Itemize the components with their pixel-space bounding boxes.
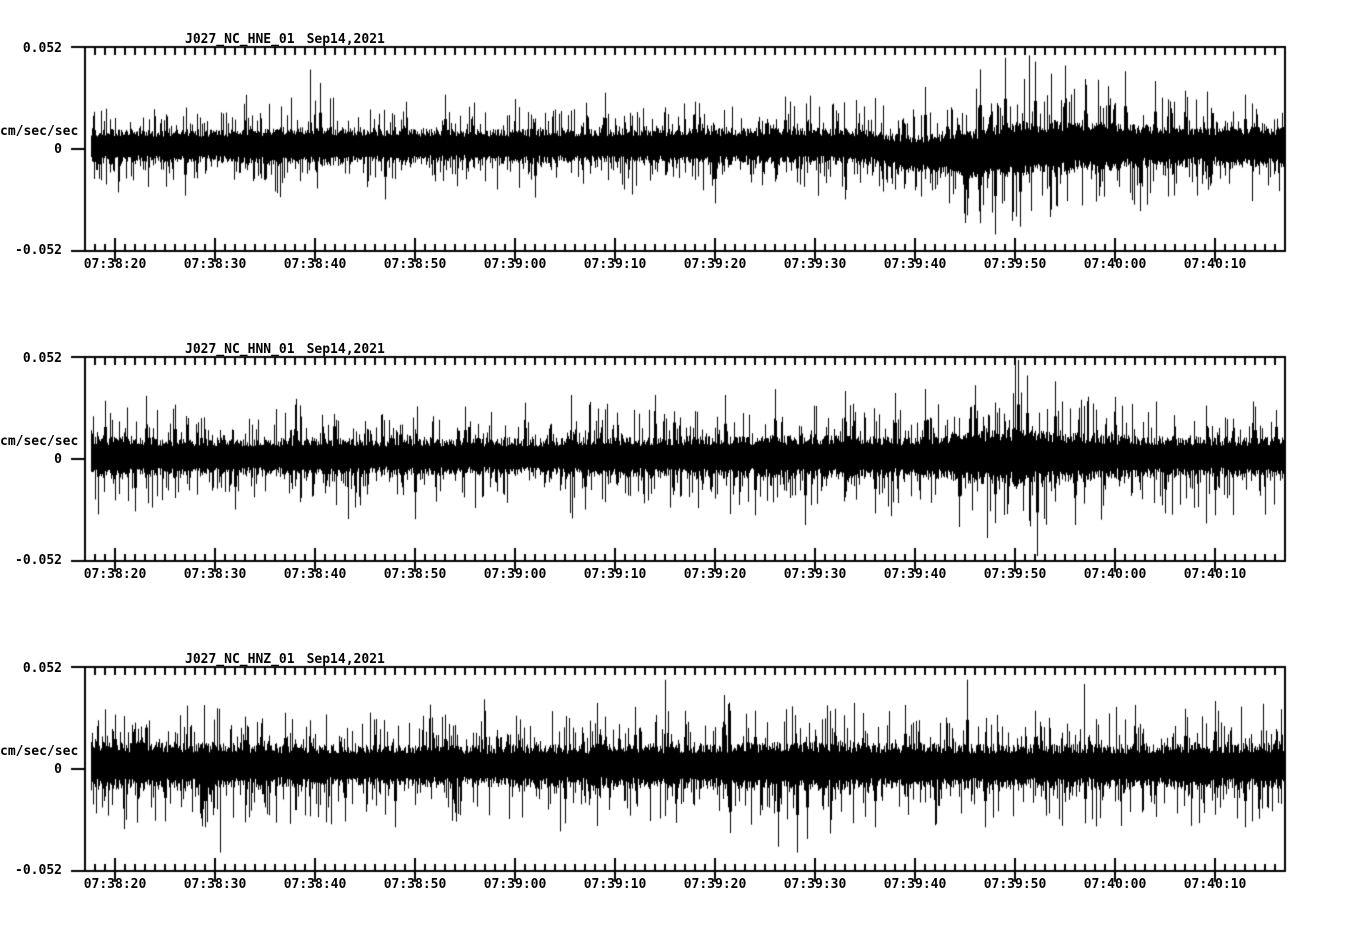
waveform-canvas <box>60 340 1300 580</box>
y-axis-max-label: 0.052 <box>22 661 62 676</box>
y-axis-min-label: -0.052 <box>15 243 62 258</box>
x-tick-label: 07:39:10 <box>583 567 647 582</box>
y-axis-zero-label: 0 <box>54 142 62 157</box>
y-axis-unit-label: cm/sec/sec <box>0 744 79 759</box>
y-axis-zero-label: 0 <box>54 452 62 467</box>
x-tick-label: 07:40:10 <box>1183 877 1247 892</box>
x-tick-label: 07:39:10 <box>583 257 647 272</box>
x-axis-tick-labels: 07:38:20 07:38:30 07:38:40 07:38:50 07:39:00… <box>0 257 1358 273</box>
x-tick-label: 07:39:00 <box>483 257 547 272</box>
x-tick-label: 07:38:20 <box>83 877 147 892</box>
seismogram-panel-hnz: J027_NC_HNZ_01 Sep14,2021 0.052 cm/sec/s… <box>0 620 1358 930</box>
x-tick-label: 07:39:30 <box>783 567 847 582</box>
x-tick-label: 07:38:20 <box>83 567 147 582</box>
x-tick-label: 07:39:40 <box>883 567 947 582</box>
x-tick-label: 07:38:30 <box>183 567 247 582</box>
seismogram-panel-hnn: J027_NC_HNN_01 Sep14,2021 0.052 cm/sec/s… <box>0 310 1358 620</box>
x-tick-label: 07:39:30 <box>783 877 847 892</box>
x-tick-label: 07:38:30 <box>183 877 247 892</box>
x-tick-label: 07:39:10 <box>583 877 647 892</box>
x-tick-label: 07:40:00 <box>1083 567 1147 582</box>
x-tick-label: 07:39:50 <box>983 567 1047 582</box>
x-tick-label: 07:38:50 <box>383 257 447 272</box>
waveform-canvas <box>60 650 1300 890</box>
x-tick-label: 07:40:10 <box>1183 257 1247 272</box>
x-tick-label: 07:39:00 <box>483 877 547 892</box>
y-axis-unit-label: cm/sec/sec <box>0 434 79 449</box>
x-tick-label: 07:39:50 <box>983 877 1047 892</box>
x-tick-label: 07:38:20 <box>83 257 147 272</box>
x-tick-label: 07:40:00 <box>1083 877 1147 892</box>
y-axis-min-label: -0.052 <box>15 553 62 568</box>
x-tick-label: 07:39:50 <box>983 257 1047 272</box>
x-tick-label: 07:38:40 <box>283 877 347 892</box>
x-tick-label: 07:39:20 <box>683 257 747 272</box>
seismogram-panel-hne: J027_NC_HNE_01 Sep14,2021 0.052 cm/sec/s… <box>0 0 1358 310</box>
y-axis-max-label: 0.052 <box>22 41 62 56</box>
x-tick-label: 07:38:30 <box>183 257 247 272</box>
x-tick-label: 07:39:20 <box>683 877 747 892</box>
waveform-canvas <box>60 30 1300 270</box>
y-axis-zero-label: 0 <box>54 762 62 777</box>
x-tick-label: 07:40:10 <box>1183 567 1247 582</box>
y-axis-min-label: -0.052 <box>15 863 62 878</box>
x-tick-label: 07:40:00 <box>1083 257 1147 272</box>
x-tick-label: 07:39:40 <box>883 877 947 892</box>
x-axis-tick-labels: 07:38:20 07:38:30 07:38:40 07:38:50 07:39:00… <box>0 877 1358 893</box>
x-tick-label: 07:39:00 <box>483 567 547 582</box>
x-tick-label: 07:38:40 <box>283 257 347 272</box>
x-tick-label: 07:39:30 <box>783 257 847 272</box>
y-axis-max-label: 0.052 <box>22 351 62 366</box>
x-tick-label: 07:38:50 <box>383 567 447 582</box>
x-tick-label: 07:39:20 <box>683 567 747 582</box>
x-tick-label: 07:38:50 <box>383 877 447 892</box>
x-tick-label: 07:38:40 <box>283 567 347 582</box>
x-tick-label: 07:39:40 <box>883 257 947 272</box>
y-axis-unit-label: cm/sec/sec <box>0 124 79 139</box>
x-axis-tick-labels: 07:38:20 07:38:30 07:38:40 07:38:50 07:39:00… <box>0 567 1358 583</box>
